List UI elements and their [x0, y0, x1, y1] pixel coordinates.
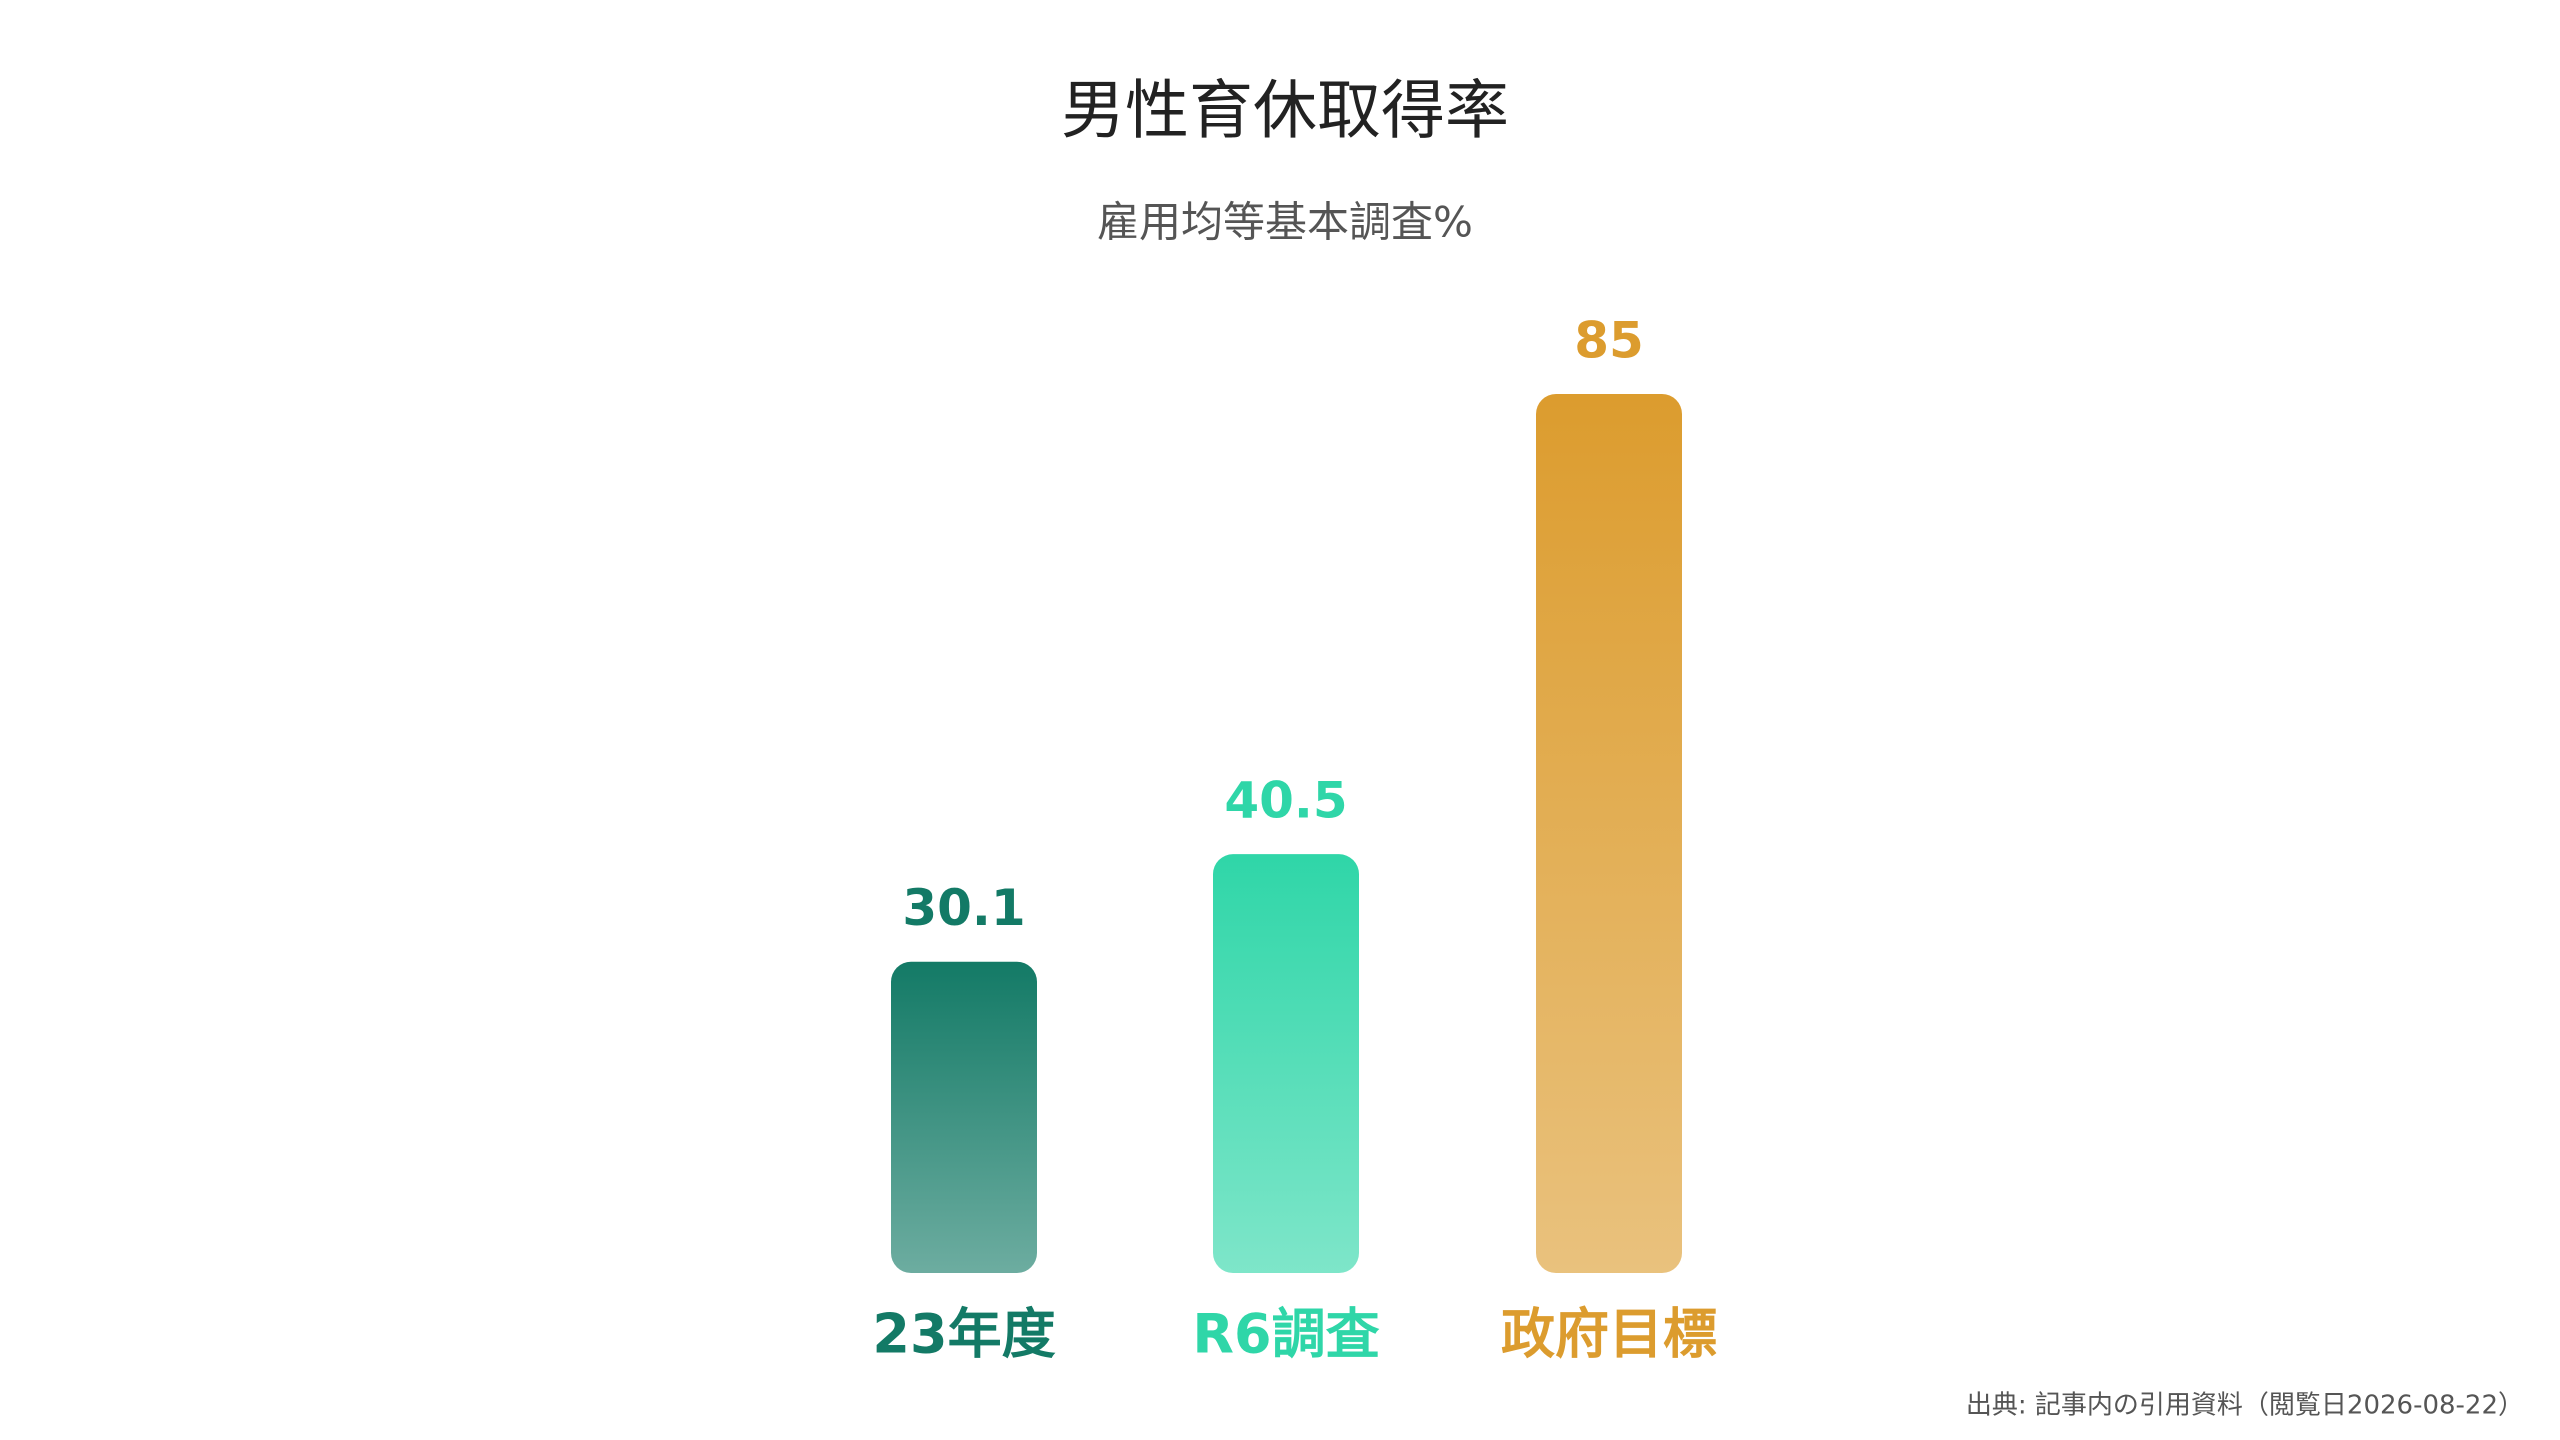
value-label: 85	[1574, 312, 1644, 370]
category-label: R6調査	[1192, 1303, 1379, 1366]
category-label: 23年度	[872, 1303, 1055, 1366]
source-note: 出典: 記事内の引用資料（閲覧日2026-08-22）	[1966, 1391, 2524, 1421]
category-label: 政府目標	[1501, 1303, 1717, 1366]
value-label: 40.5	[1224, 772, 1347, 830]
bar	[1536, 394, 1682, 1273]
chart-title: 男性育休取得率	[1061, 75, 1509, 149]
bar	[891, 961, 1037, 1273]
value-label: 30.1	[902, 879, 1025, 937]
bar	[1213, 854, 1359, 1273]
chart-subtitle: 雇用均等基本調査%	[1097, 198, 1473, 247]
